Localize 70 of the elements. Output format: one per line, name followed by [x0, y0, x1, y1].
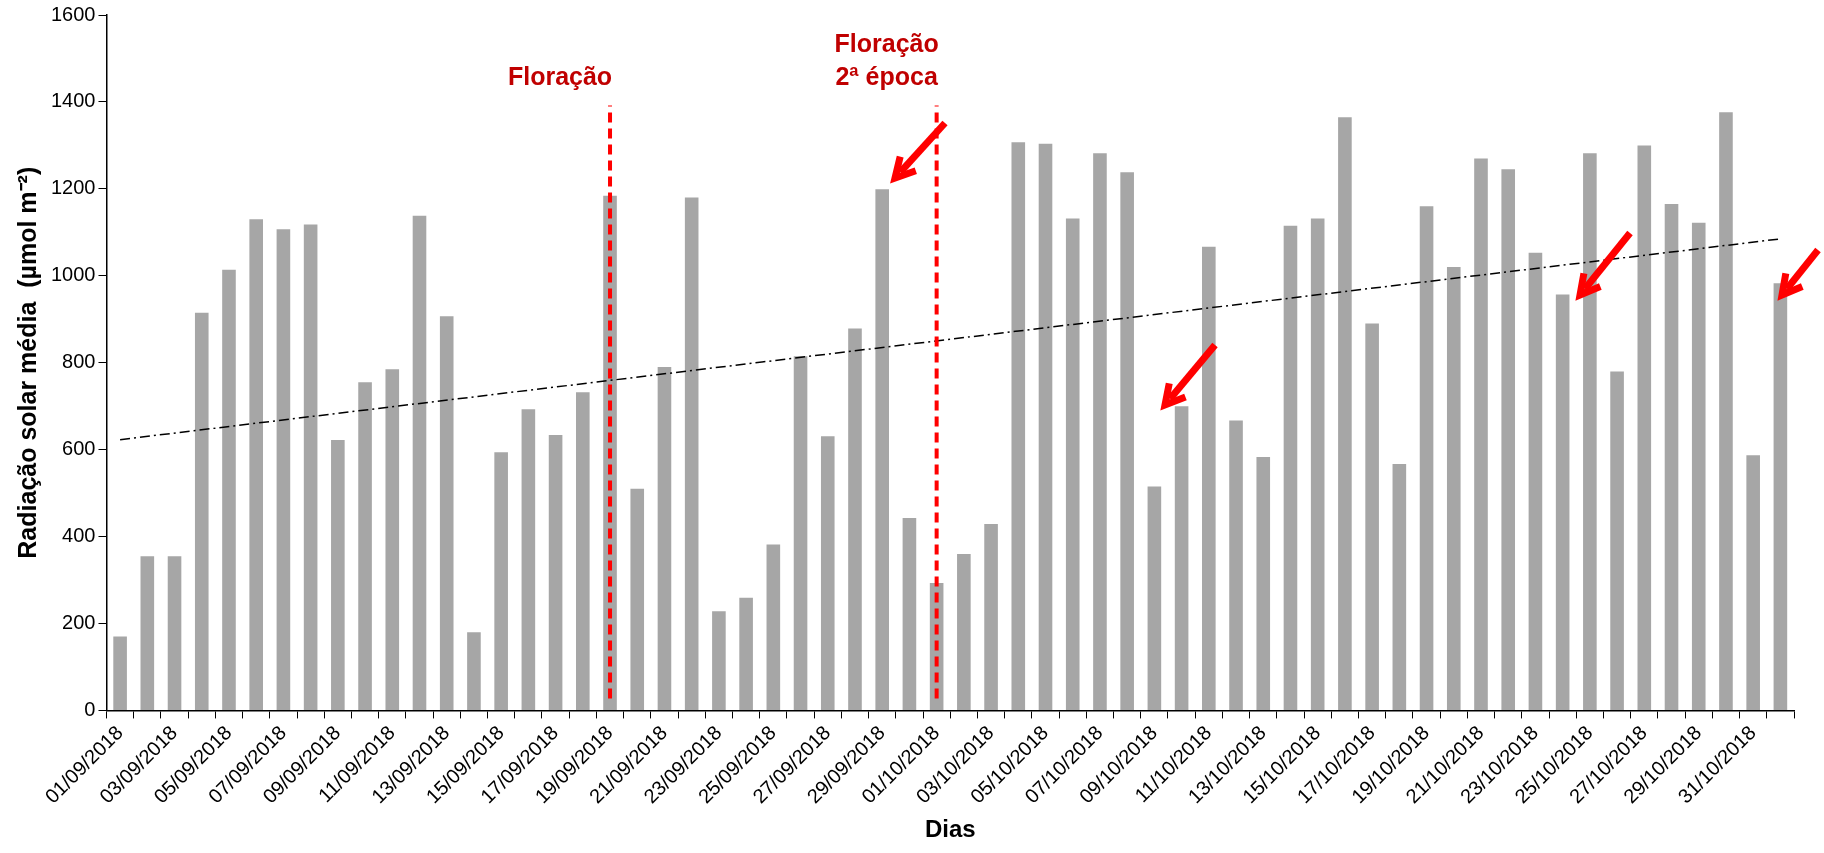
bar: [1202, 246, 1216, 710]
bar: [1338, 117, 1352, 710]
bar: [548, 434, 563, 710]
bar: [1446, 267, 1461, 710]
bar: [1474, 158, 1488, 710]
bar: [657, 367, 672, 710]
bar: [1746, 455, 1760, 710]
bar: [1691, 222, 1706, 710]
y-tick-label: 400: [62, 524, 96, 547]
bar: [793, 356, 808, 710]
bar: [1610, 371, 1624, 710]
ref-line-label: Floração: [507, 62, 613, 91]
bar: [1147, 486, 1162, 710]
bar: [1501, 169, 1516, 710]
y-tick-label: 200: [62, 611, 96, 634]
bar: [848, 328, 862, 710]
bar: [521, 409, 536, 710]
bar: [1310, 218, 1325, 710]
bar: [957, 553, 971, 710]
bar: [358, 382, 372, 710]
bar: [439, 316, 454, 710]
bar: [222, 269, 236, 710]
bar: [467, 632, 481, 710]
y-tick-label: 1600: [50, 2, 96, 25]
bar: [712, 611, 726, 710]
bar: [820, 436, 835, 710]
bar: [1011, 142, 1026, 710]
bar: [984, 523, 998, 710]
bar: [385, 369, 400, 710]
bar: [875, 189, 890, 710]
bar: [194, 312, 209, 710]
bar: [331, 440, 345, 710]
bar: [494, 452, 508, 710]
bar: [1637, 145, 1652, 710]
bar: [1719, 112, 1733, 710]
y-tick-label: 1400: [50, 89, 96, 112]
bar: [1419, 206, 1434, 710]
bar: [684, 197, 699, 710]
y-tick-label: 1200: [50, 176, 96, 199]
y-tick-label: 800: [62, 350, 96, 373]
bar: [1256, 457, 1271, 710]
ref-line-label: Floração 2ª época: [834, 29, 939, 91]
bar: [1555, 294, 1570, 710]
bar: [1528, 252, 1543, 710]
bar: [1392, 464, 1407, 710]
bar: [140, 556, 155, 710]
y-axis-title: Radiação solar média (µmol m⁻²): [12, 166, 41, 559]
bar: [902, 517, 917, 710]
y-tick-label: 600: [62, 437, 96, 460]
bar: [1038, 143, 1053, 710]
bar: [1229, 420, 1243, 710]
bar: [576, 392, 590, 710]
bar: [1664, 204, 1679, 710]
bar: [766, 544, 781, 710]
bar: [412, 215, 427, 710]
bar: [630, 488, 645, 710]
bar: [1093, 153, 1107, 710]
bar: [167, 556, 182, 710]
bar: [249, 219, 263, 710]
y-tick-label: 0: [84, 697, 96, 720]
bar: [276, 229, 291, 710]
y-tick-label: 1000: [50, 263, 96, 286]
bar: [303, 224, 318, 710]
bar: [1120, 172, 1134, 710]
bar: [1283, 225, 1298, 710]
bar: [113, 636, 127, 710]
bar: [1365, 323, 1379, 710]
bar: [739, 597, 753, 710]
x-axis-title: Dias: [924, 815, 976, 843]
bar: [1065, 218, 1080, 710]
